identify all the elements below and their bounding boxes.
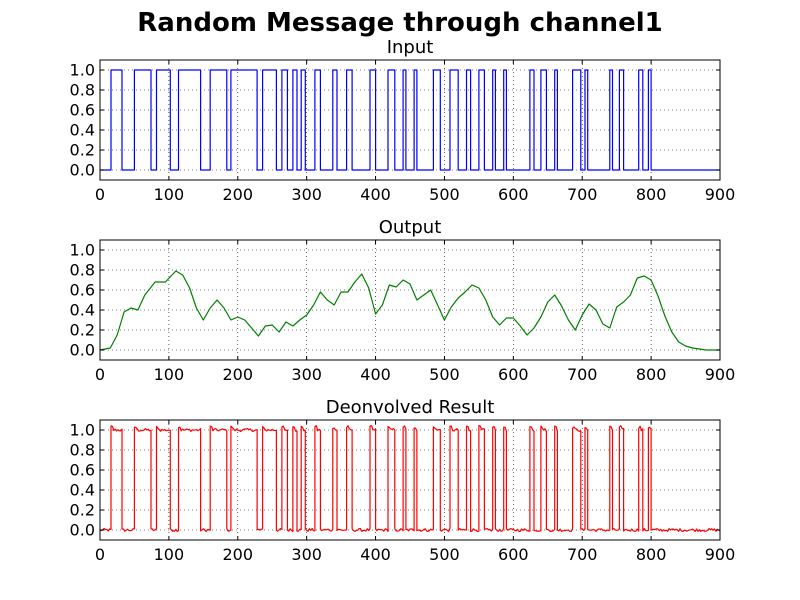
x-tick-label: 700 — [567, 185, 598, 204]
y-tick-label: 0.0 — [70, 161, 95, 180]
x-tick-label: 400 — [360, 185, 391, 204]
y-tick-label: 1.0 — [70, 421, 95, 440]
series-line-1 — [100, 69, 720, 171]
x-tick-label: 0 — [95, 365, 105, 384]
y-tick-label: 1.0 — [70, 61, 95, 80]
x-tick-label: 0 — [95, 545, 105, 564]
x-tick-label: 300 — [291, 185, 322, 204]
x-tick-label: 300 — [291, 545, 322, 564]
x-tick-label: 800 — [636, 185, 667, 204]
y-tick-label: 0.0 — [70, 521, 95, 540]
x-tick-label: 600 — [498, 545, 529, 564]
series-line-3 — [99, 424, 720, 533]
x-tick-label: 800 — [636, 365, 667, 384]
y-tick-label: 0.4 — [70, 121, 95, 140]
axes-frame-2 — [99, 239, 721, 361]
x-tick-label: 300 — [291, 365, 322, 384]
x-tick-label: 100 — [154, 365, 185, 384]
axes-frame-3 — [99, 419, 721, 541]
x-tick-label: 900 — [705, 185, 736, 204]
y-tick-label: 0.4 — [70, 301, 95, 320]
y-tick-label: 0.8 — [70, 81, 95, 100]
panel-title-1: Input — [387, 37, 434, 58]
axes-frame-1 — [99, 59, 721, 181]
x-tick-label: 400 — [360, 545, 391, 564]
x-tick-label: 500 — [429, 545, 460, 564]
x-tick-label: 700 — [567, 545, 598, 564]
y-tick-label: 0.8 — [70, 261, 95, 280]
x-tick-label: 600 — [498, 365, 529, 384]
y-tick-label: 0.0 — [70, 341, 95, 360]
y-tick-label: 0.6 — [70, 281, 95, 300]
x-tick-label: 400 — [360, 365, 391, 384]
x-tick-label: 200 — [223, 365, 254, 384]
y-tick-label: 0.8 — [70, 441, 95, 460]
x-tick-label: 900 — [705, 365, 736, 384]
x-tick-label: 900 — [705, 545, 736, 564]
x-tick-label: 100 — [154, 545, 185, 564]
y-tick-label: 0.2 — [70, 141, 95, 160]
series-line-2 — [99, 270, 720, 351]
figure-title: Random Message through channel1 — [137, 8, 663, 38]
y-tick-label: 0.6 — [70, 101, 95, 120]
y-tick-label: 0.2 — [70, 501, 95, 520]
y-tick-label: 1.0 — [70, 241, 95, 260]
x-tick-label: 0 — [95, 185, 105, 204]
x-tick-label: 100 — [154, 185, 185, 204]
x-tick-label: 800 — [636, 545, 667, 564]
y-tick-label: 0.2 — [70, 321, 95, 340]
plot-area-1 — [100, 60, 720, 180]
x-tick-label: 200 — [223, 185, 254, 204]
panel-title-2: Output — [379, 217, 442, 238]
x-tick-label: 500 — [429, 365, 460, 384]
panel-title-3: Deonvolved Result — [326, 397, 495, 418]
plot-area-2 — [100, 240, 720, 360]
x-tick-label: 600 — [498, 185, 529, 204]
x-tick-label: 500 — [429, 185, 460, 204]
y-tick-label: 0.4 — [70, 481, 95, 500]
x-tick-label: 200 — [223, 545, 254, 564]
y-tick-label: 0.6 — [70, 461, 95, 480]
plot-area-3 — [100, 420, 720, 540]
x-tick-label: 700 — [567, 365, 598, 384]
